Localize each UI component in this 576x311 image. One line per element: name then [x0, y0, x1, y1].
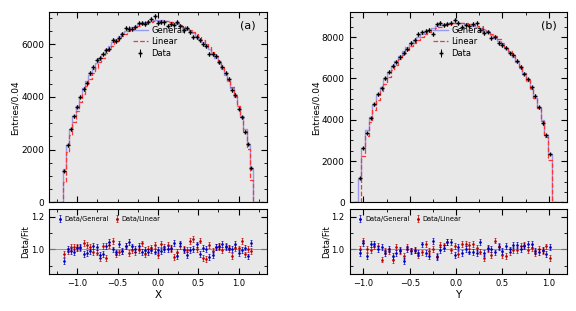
- Line: General: General: [354, 23, 563, 202]
- Line: Linear: Linear: [53, 21, 263, 202]
- Linear: [108, 48, 115, 51]
- Linear: [511, 53, 518, 57]
- Y-axis label: Entries/0.04: Entries/0.04: [311, 80, 320, 135]
- General: [376, 94, 383, 97]
- General: [511, 55, 518, 59]
- Y-axis label: Data/Fit: Data/Fit: [321, 225, 330, 258]
- General: [188, 32, 195, 35]
- Line: General: General: [53, 20, 263, 202]
- Linear: [410, 44, 416, 48]
- General: [140, 21, 147, 25]
- Linear: [188, 30, 195, 34]
- General: [431, 25, 438, 28]
- General: [559, 201, 566, 204]
- Linear: [214, 59, 221, 63]
- Linear: [159, 19, 166, 23]
- Text: (b): (b): [541, 20, 556, 30]
- X-axis label: Y: Y: [455, 290, 461, 300]
- Linear: [351, 201, 358, 204]
- Legend: General, Linear, Data: General, Linear, Data: [130, 22, 188, 61]
- Legend: General, Linear, Data: General, Linear, Data: [430, 22, 488, 61]
- Text: (a): (a): [240, 20, 256, 30]
- General: [204, 48, 211, 51]
- Linear: [410, 41, 416, 45]
- Linear: [140, 23, 147, 26]
- General: [410, 38, 416, 42]
- Y-axis label: Data/Fit: Data/Fit: [21, 225, 29, 258]
- Linear: [453, 21, 460, 25]
- Legend: Data/General, Data/Linear: Data/General, Data/Linear: [55, 213, 163, 225]
- General: [449, 21, 456, 25]
- Linear: [486, 32, 493, 35]
- General: [153, 18, 160, 22]
- Y-axis label: Entries/0.04: Entries/0.04: [11, 80, 20, 135]
- Linear: [259, 201, 266, 204]
- Linear: [204, 46, 211, 49]
- Line: Linear: Linear: [354, 23, 563, 202]
- X-axis label: X: X: [154, 290, 161, 300]
- Linear: [156, 19, 163, 22]
- Legend: Data/General, Data/Linear: Data/General, Data/Linear: [355, 213, 464, 225]
- General: [108, 44, 115, 48]
- General: [50, 201, 56, 204]
- General: [351, 201, 358, 204]
- Linear: [376, 98, 383, 102]
- General: [159, 19, 166, 23]
- General: [214, 61, 221, 65]
- Linear: [431, 26, 438, 30]
- General: [486, 33, 493, 37]
- Linear: [559, 201, 566, 204]
- Linear: [50, 201, 56, 204]
- General: [410, 41, 416, 45]
- General: [259, 201, 266, 204]
